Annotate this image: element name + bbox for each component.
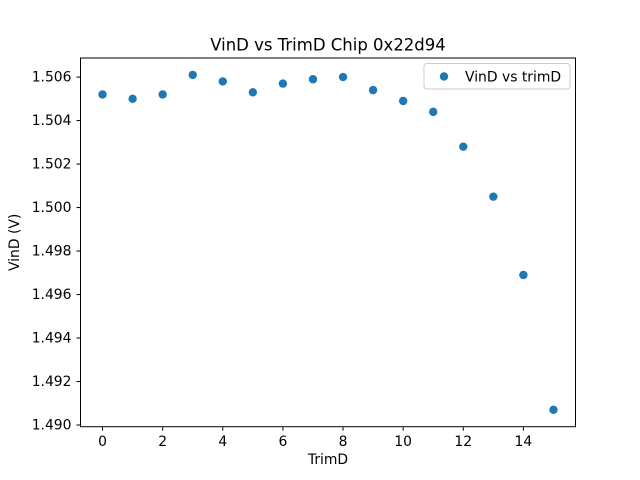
y-tick-label: 1.506 bbox=[32, 70, 72, 86]
scatter-point bbox=[519, 270, 528, 280]
x-tick-label: 14 bbox=[515, 434, 533, 450]
y-tick-label: 1.492 bbox=[32, 374, 72, 390]
scatter-point bbox=[98, 90, 107, 99]
scatter-point bbox=[248, 88, 258, 97]
scatter-point bbox=[368, 85, 378, 95]
scatter-point bbox=[398, 96, 408, 106]
x-tick-label: 4 bbox=[218, 434, 227, 450]
scatter-point bbox=[158, 90, 167, 99]
scatter-point bbox=[338, 72, 348, 82]
y-tick-label: 1.496 bbox=[32, 287, 72, 303]
y-tick-label: 1.490 bbox=[32, 418, 72, 434]
chart-title: VinD vs TrimD Chip 0x22d94 bbox=[210, 36, 446, 55]
scatter-point bbox=[278, 79, 288, 88]
x-tick-label: 6 bbox=[278, 434, 287, 450]
scatter-point bbox=[489, 192, 498, 201]
scatter-point bbox=[429, 107, 438, 117]
x-tick-label: 10 bbox=[394, 434, 412, 450]
legend-box bbox=[423, 63, 571, 90]
x-tick-label: 0 bbox=[98, 434, 107, 450]
x-tick-label: 2 bbox=[158, 434, 167, 450]
scatter-point bbox=[308, 75, 318, 84]
plot-area bbox=[80, 57, 576, 428]
y-tick-label: 1.500 bbox=[32, 200, 72, 216]
x-tick-label: 8 bbox=[339, 434, 348, 450]
y-tick-label: 1.502 bbox=[32, 157, 72, 173]
x-axis-label: TrimD bbox=[307, 452, 348, 468]
scatter-point bbox=[218, 77, 227, 86]
y-tick-label: 1.498 bbox=[32, 244, 72, 260]
y-axis-label: VinD (V) bbox=[7, 214, 23, 271]
legend-label: VinD vs trimD bbox=[465, 70, 561, 86]
scatter-point bbox=[188, 70, 197, 80]
scatter-point bbox=[128, 94, 137, 104]
scatter-point bbox=[549, 405, 558, 415]
x-tick-label: 12 bbox=[454, 434, 472, 450]
y-tick-label: 1.494 bbox=[32, 331, 72, 347]
scatter-point bbox=[459, 142, 468, 151]
y-tick-label: 1.504 bbox=[32, 113, 72, 129]
legend-marker bbox=[439, 72, 449, 81]
